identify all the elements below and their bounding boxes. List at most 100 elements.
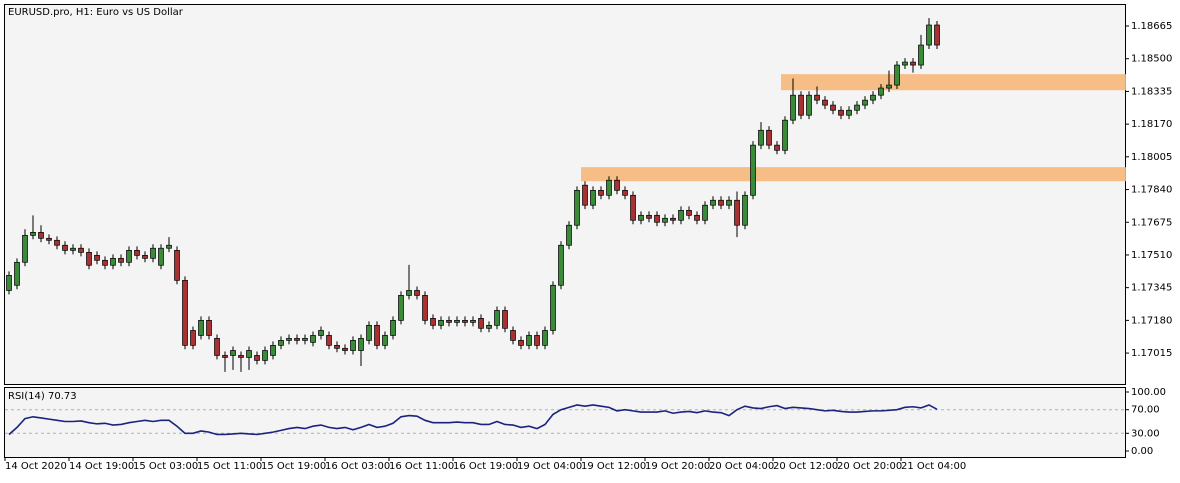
candle-body	[526, 335, 532, 346]
candle-body	[294, 338, 300, 341]
candle-body	[534, 335, 540, 346]
candle-body	[118, 257, 124, 263]
candle-body	[582, 184, 588, 206]
candle-body	[894, 64, 900, 86]
candle-body	[6, 275, 12, 291]
candle-body	[166, 244, 172, 249]
candle-body	[622, 189, 628, 196]
candle-body	[934, 24, 940, 46]
x-tick-label: 14 Oct 19:00	[69, 461, 134, 472]
x-tick-label: 16 Oct 11:00	[389, 461, 454, 472]
candle-body	[806, 94, 812, 116]
x-tick-label: 15 Oct 03:00	[133, 461, 198, 472]
candle-body	[870, 94, 876, 101]
x-tick-label: 16 Oct 03:00	[325, 461, 390, 472]
y-tick-label: 1.17675	[1131, 217, 1172, 228]
candle-body	[206, 320, 212, 336]
y-tick-label: 1.17510	[1131, 250, 1172, 261]
zone	[781, 74, 1126, 91]
y-tick-label: 1.18500	[1131, 54, 1172, 65]
candle-body	[638, 214, 644, 221]
candle-body	[662, 217, 668, 223]
candle-body	[902, 61, 908, 66]
x-tick-label: 20 Oct 20:00	[837, 461, 902, 472]
candle-body	[838, 109, 844, 116]
x-tick-label: 20 Oct 12:00	[773, 461, 838, 472]
candle-body	[614, 179, 620, 191]
candle-body	[302, 338, 308, 341]
candle-body	[558, 244, 564, 286]
candle-body	[422, 295, 428, 321]
y-tick-label: 1.18170	[1131, 119, 1172, 130]
rsi-line	[8, 404, 938, 436]
candle-body	[190, 330, 196, 346]
candle-body	[110, 257, 116, 266]
candle-body	[326, 335, 332, 346]
candle-body	[542, 330, 548, 346]
candle-body	[702, 204, 708, 221]
candle-body	[918, 44, 924, 66]
candle-body	[742, 194, 748, 226]
candle-body	[22, 234, 28, 263]
candle-body	[590, 189, 596, 206]
candle-body	[486, 324, 492, 329]
rsi-panel	[4, 387, 1126, 458]
candle-body	[406, 290, 412, 296]
rsi-label: RSI(14) 70.73	[8, 391, 77, 402]
candle-body	[126, 250, 132, 263]
candle-body	[390, 320, 396, 336]
candle-body	[286, 338, 292, 341]
candle-body	[654, 214, 660, 223]
candle-body	[726, 199, 732, 206]
candle-body	[686, 210, 692, 216]
zone	[581, 167, 1126, 182]
candle-body	[366, 324, 372, 341]
candle-body	[238, 355, 244, 358]
candle-body	[430, 318, 436, 326]
x-tick-label: 14 Oct 2020	[5, 461, 67, 472]
candle-body	[142, 255, 148, 259]
rsi-tick-label: 0.00	[1131, 446, 1153, 457]
candle-body	[910, 61, 916, 66]
x-tick-label: 19 Oct 12:00	[581, 461, 646, 472]
candle-body	[374, 324, 380, 346]
rsi-tick-label: 70.00	[1131, 405, 1160, 416]
x-tick-label: 15 Oct 11:00	[197, 461, 262, 472]
candle-body	[222, 355, 228, 358]
candle-body	[198, 320, 204, 336]
y-tick-label: 1.17015	[1131, 348, 1172, 359]
candle-body	[78, 247, 84, 253]
candle-body	[510, 330, 516, 341]
candle-body	[694, 214, 700, 221]
candle-body	[246, 350, 252, 358]
candle-body	[814, 94, 820, 101]
candle-body	[646, 214, 652, 219]
candle-body	[886, 84, 892, 89]
candle-body	[790, 94, 796, 121]
candle-body	[502, 310, 508, 329]
candle-body	[30, 232, 36, 236]
candle-body	[214, 338, 220, 356]
candle-body	[46, 237, 52, 241]
candle-body	[278, 340, 284, 346]
y-tick-label: 1.18335	[1131, 86, 1172, 97]
candle-body	[262, 350, 268, 361]
chart-title: EURUSD.pro, H1: Euro vs US Dollar	[8, 7, 184, 18]
candle-body	[414, 290, 420, 296]
candle-body	[174, 250, 180, 281]
candle-body	[822, 99, 828, 106]
candle-body	[310, 335, 316, 343]
candle-body	[678, 210, 684, 221]
candle-body	[878, 87, 884, 96]
x-tick-label: 16 Oct 19:00	[453, 461, 518, 472]
candle-body	[14, 261, 20, 286]
rsi-tick-label: 100.00	[1131, 387, 1166, 398]
candle-body	[630, 194, 636, 221]
candle-body	[254, 355, 260, 361]
x-tick-label: 21 Oct 04:00	[901, 461, 966, 472]
candle-body	[334, 344, 340, 349]
candle-body	[606, 179, 612, 196]
y-tick-label: 1.17345	[1131, 283, 1172, 294]
candle-body	[38, 232, 44, 239]
